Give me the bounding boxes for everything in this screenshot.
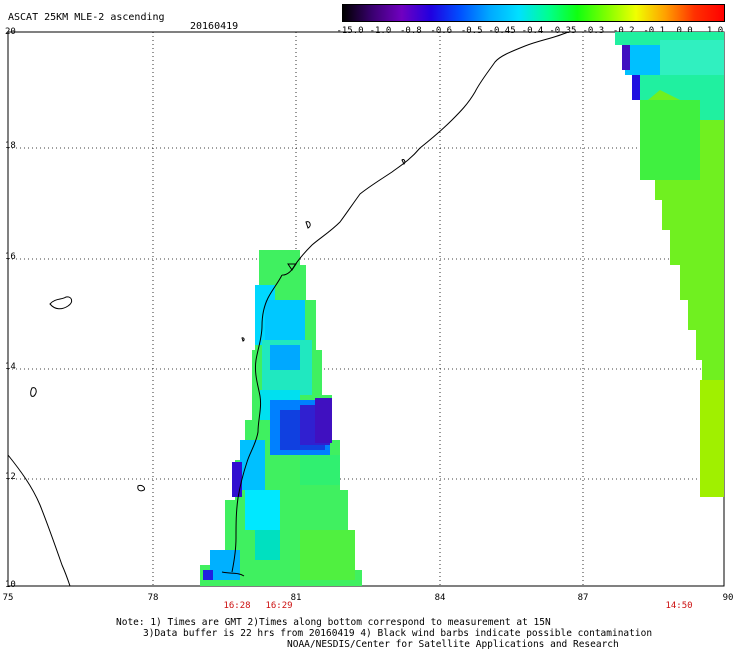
time-label-2: 16:29 <box>265 601 293 611</box>
lat-label-20: 20 <box>5 27 16 37</box>
time-label-3: 14:50 <box>665 601 693 611</box>
gridlines <box>8 32 724 586</box>
colorbar-label: -0.6 <box>430 26 453 36</box>
map-date: 20160419 <box>190 21 239 32</box>
colorbar-label: -0.1 <box>643 26 665 36</box>
lat-label-16: 16 <box>5 252 16 262</box>
colorbar <box>342 4 725 22</box>
lat-label-10: 10 <box>5 580 16 590</box>
note-line-2: 3)Data buffer is 22 hrs from 20160419 4)… <box>143 628 653 639</box>
western-swath <box>200 250 362 586</box>
note-line-3: NOAA/NESDIS/Center for Satellite Applica… <box>287 639 619 650</box>
colorbar-label: 0.0 <box>676 26 693 36</box>
colorbar-label: -0.4 <box>521 26 544 36</box>
time-label-1: 16:28 <box>223 601 251 611</box>
map-frame <box>7 31 725 587</box>
lon-label-81: 81 <box>290 593 302 603</box>
lon-label-84: 84 <box>434 593 446 603</box>
colorbar-label: -0.2 <box>612 26 635 36</box>
colorbar-label: -0.45 <box>488 26 516 36</box>
lon-label-87: 87 <box>577 593 589 603</box>
colorbar-label: 1.0 <box>706 26 724 36</box>
lon-label-90: 90 <box>722 593 734 603</box>
colorbar-label: -1.0 <box>369 26 392 36</box>
note-line-1: Note: 1) Times are GMT 2)Times along bot… <box>116 617 551 628</box>
lat-label-14: 14 <box>5 362 16 372</box>
colorbar-label: -0.3 <box>582 26 605 36</box>
lat-label-18: 18 <box>5 141 16 151</box>
lon-label-75: 75 <box>2 593 14 603</box>
colorbar-label: -0.35 <box>549 26 577 36</box>
colorbar-label: -0.8 <box>399 26 422 36</box>
map-title: ASCAT 25KM MLE-2 ascending <box>8 12 165 23</box>
lon-label-78: 78 <box>147 593 159 603</box>
colorbar-label: -0.5 <box>460 26 483 36</box>
lat-label-12: 12 <box>5 472 16 482</box>
eastern-swath <box>615 32 724 497</box>
coastlines <box>7 31 569 587</box>
colorbar-label: -15.0 <box>336 26 364 36</box>
